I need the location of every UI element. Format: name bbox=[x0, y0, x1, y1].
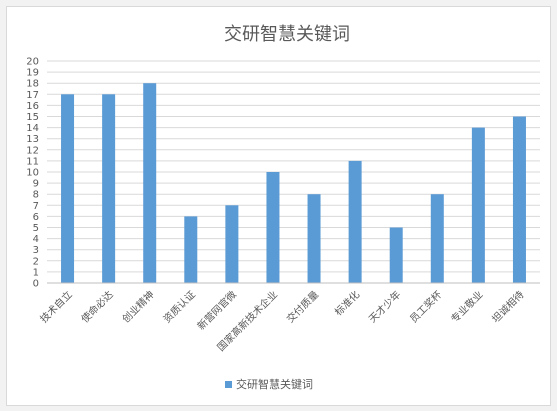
bar bbox=[307, 194, 321, 283]
y-tick-label: 3 bbox=[33, 245, 39, 256]
x-tick-label: 资质认证 bbox=[160, 288, 197, 325]
x-tick-label: 新营网官微 bbox=[194, 288, 239, 333]
y-tick-label: 0 bbox=[33, 279, 39, 290]
y-tick-label: 13 bbox=[26, 134, 39, 145]
y-tick-label: 6 bbox=[33, 212, 39, 223]
y-tick-label: 2 bbox=[33, 256, 39, 267]
bar-chart: 交研智慧关键词 01234567891011121314151617181920… bbox=[26, 24, 540, 391]
bar bbox=[348, 160, 362, 283]
y-tick-label: 7 bbox=[33, 201, 39, 212]
y-tick-label: 4 bbox=[33, 234, 39, 245]
bar bbox=[430, 194, 444, 283]
y-tick-label: 19 bbox=[26, 68, 39, 79]
bars bbox=[61, 83, 526, 283]
chart-container: 交研智慧关键词 0 1 2 3 4 5 6 7 8 9 10 11 12 13 14 15 16 17 18 19 20… bbox=[6, 6, 551, 406]
bar bbox=[143, 83, 157, 283]
chart-title: 交研智慧关键词 bbox=[224, 24, 350, 45]
bar bbox=[102, 94, 116, 283]
legend: 交研智慧关键词 bbox=[225, 377, 313, 391]
y-tick-label: 12 bbox=[26, 145, 39, 156]
y-tick-label: 10 bbox=[26, 168, 39, 179]
x-tick-label: 创业精神 bbox=[119, 288, 156, 325]
bar bbox=[471, 127, 485, 283]
legend-swatch bbox=[225, 381, 232, 388]
bar bbox=[225, 205, 239, 283]
x-tick-label: 标准化 bbox=[332, 288, 362, 318]
y-tick-label: 1 bbox=[33, 267, 39, 278]
y-tick-label: 9 bbox=[33, 179, 39, 190]
x-tick-label: 交付质量 bbox=[284, 288, 321, 325]
x-tick-label: 员工奖杯 bbox=[407, 288, 444, 325]
y-tick-label: 20 bbox=[26, 57, 39, 68]
y-tick-label: 11 bbox=[26, 156, 39, 167]
x-tick-label: 使命必达 bbox=[78, 288, 115, 325]
y-tick-label: 16 bbox=[26, 101, 39, 112]
y-tick-label: 18 bbox=[26, 79, 39, 90]
bar bbox=[61, 94, 75, 283]
bar bbox=[266, 172, 280, 283]
bar bbox=[389, 227, 403, 283]
gridlines bbox=[47, 60, 540, 273]
y-tick-label: 5 bbox=[33, 223, 39, 234]
legend-label: 交研智慧关键词 bbox=[236, 377, 313, 391]
y-tick-label: 17 bbox=[26, 90, 39, 101]
bar bbox=[184, 216, 198, 283]
bar bbox=[512, 116, 526, 283]
y-tick-label: 14 bbox=[26, 123, 39, 134]
x-tick-label: 专业敬业 bbox=[448, 288, 485, 325]
x-tick-label: 技术自立 bbox=[37, 288, 74, 325]
y-tick-label: 8 bbox=[33, 190, 39, 201]
x-tick-label: 天才少年 bbox=[366, 288, 403, 325]
y-tick-label: 15 bbox=[26, 112, 39, 123]
x-tick-label: 坦诚相待 bbox=[489, 288, 526, 325]
